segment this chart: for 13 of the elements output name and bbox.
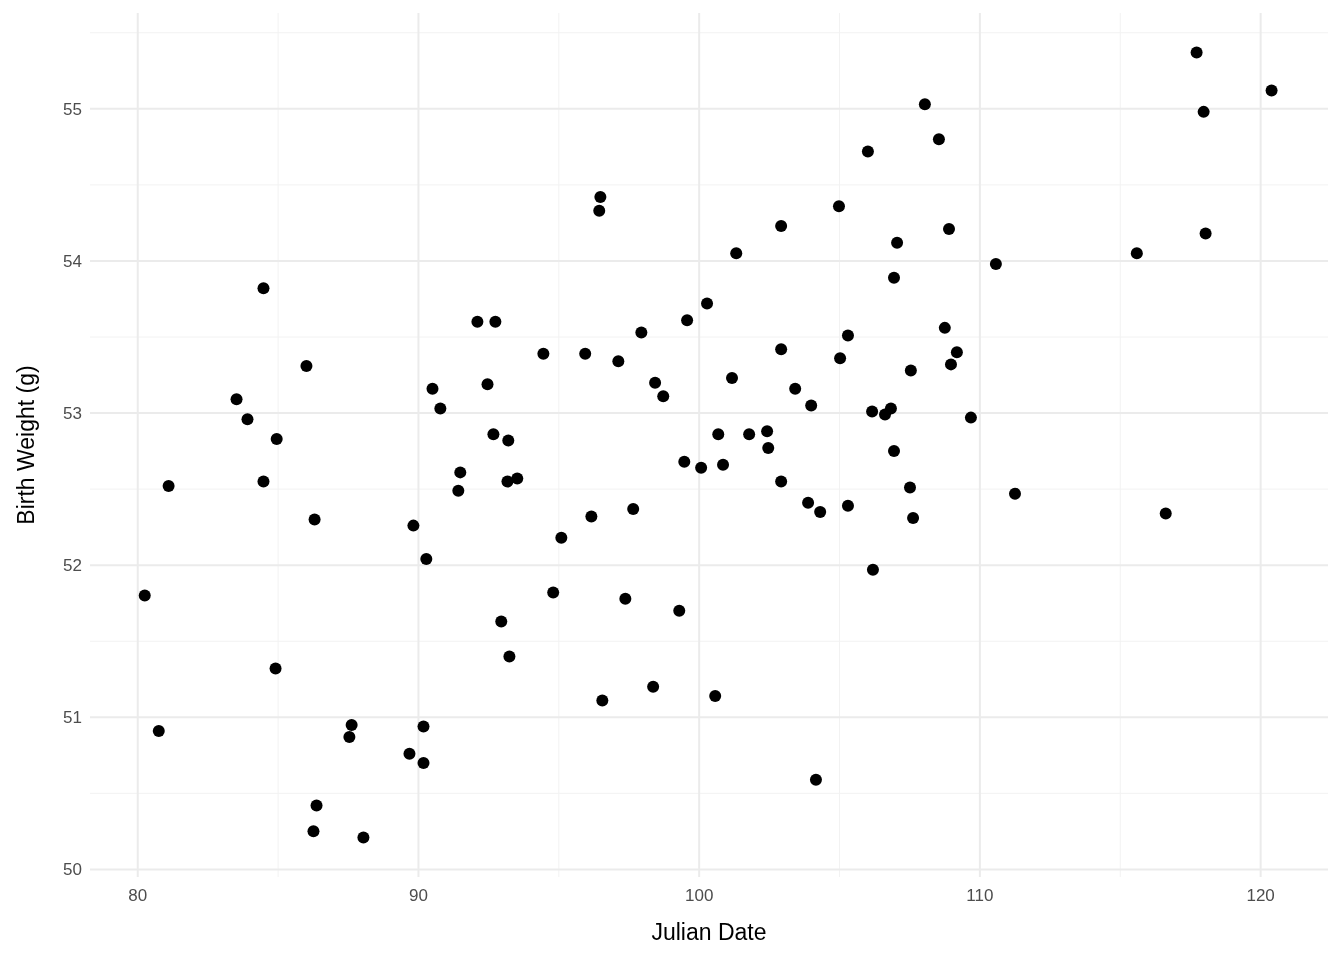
x-axis-title: Julian Date <box>651 919 767 945</box>
y-tick-label: 54 <box>63 251 82 271</box>
x-tick-label: 90 <box>408 886 428 905</box>
x-tick-label: 80 <box>128 886 148 905</box>
y-tick-label: 55 <box>63 99 82 119</box>
y-tick-label: 52 <box>63 556 82 576</box>
y-tick-label: 50 <box>63 860 82 880</box>
x-tick-label: 110 <box>966 886 994 905</box>
x-tick-label: 100 <box>684 886 714 905</box>
x-tick-label: 120 <box>1246 886 1275 905</box>
y-tick-label: 51 <box>63 708 82 728</box>
y-axis-title: Birth Weight (g) <box>13 365 39 525</box>
y-tick-label: 53 <box>63 404 82 424</box>
